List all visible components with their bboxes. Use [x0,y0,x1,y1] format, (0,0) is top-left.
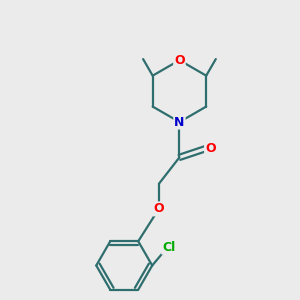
Text: O: O [154,202,164,215]
Text: O: O [174,54,185,67]
Text: Cl: Cl [162,241,175,254]
Text: N: N [174,116,184,128]
Text: O: O [205,142,216,155]
